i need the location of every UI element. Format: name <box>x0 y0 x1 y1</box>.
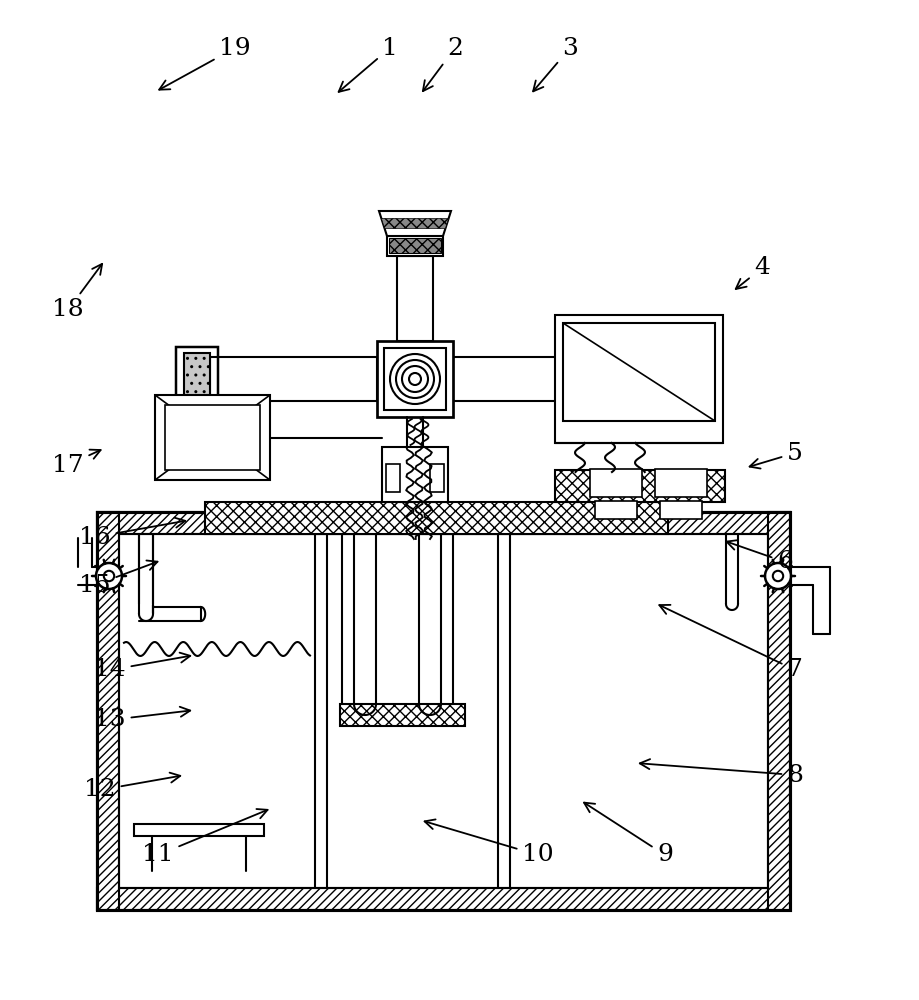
Text: 13: 13 <box>94 707 190 731</box>
Bar <box>96 512 789 534</box>
Bar <box>96 512 789 910</box>
Bar <box>562 323 714 421</box>
Text: 10: 10 <box>425 819 553 866</box>
Bar <box>554 315 722 443</box>
Text: 8: 8 <box>639 759 802 786</box>
Bar <box>176 347 218 411</box>
Bar <box>429 464 444 492</box>
Bar <box>210 357 377 401</box>
Text: 2: 2 <box>423 37 462 91</box>
Bar <box>389 238 440 253</box>
Bar <box>205 502 667 534</box>
Bar <box>154 395 269 480</box>
Text: 4: 4 <box>735 256 769 289</box>
Circle shape <box>104 571 114 581</box>
Text: 9: 9 <box>584 803 672 866</box>
Bar <box>595 501 636 519</box>
Circle shape <box>409 373 421 385</box>
Circle shape <box>765 563 790 589</box>
Text: 16: 16 <box>79 518 185 548</box>
Bar <box>554 470 724 502</box>
Circle shape <box>390 354 439 404</box>
Bar <box>387 236 443 256</box>
Text: 1: 1 <box>338 37 397 92</box>
Bar <box>397 256 433 341</box>
Bar <box>654 469 706 497</box>
Bar <box>134 824 264 836</box>
Bar <box>165 405 260 470</box>
Text: 12: 12 <box>85 773 180 801</box>
Circle shape <box>96 563 122 589</box>
Text: 7: 7 <box>659 605 802 682</box>
Bar <box>184 353 210 405</box>
Bar <box>377 341 452 417</box>
Text: 5: 5 <box>749 442 802 469</box>
Text: 3: 3 <box>532 37 577 91</box>
Bar <box>119 534 767 888</box>
Polygon shape <box>379 211 450 236</box>
Circle shape <box>395 360 434 398</box>
Bar <box>767 512 789 910</box>
Bar <box>386 464 400 492</box>
Bar <box>96 512 119 910</box>
Bar <box>383 348 446 410</box>
Text: 18: 18 <box>52 264 102 322</box>
Bar <box>589 469 641 497</box>
Text: 11: 11 <box>142 809 267 866</box>
Polygon shape <box>381 219 448 229</box>
Bar <box>628 353 653 405</box>
Text: 17: 17 <box>52 450 100 477</box>
Text: 19: 19 <box>159 37 251 90</box>
Circle shape <box>772 571 782 581</box>
Bar <box>340 704 464 726</box>
Text: 14: 14 <box>94 653 190 682</box>
Bar <box>96 888 789 910</box>
Text: 15: 15 <box>79 560 157 596</box>
Bar <box>452 357 628 401</box>
Bar <box>623 347 662 411</box>
Bar <box>659 501 701 519</box>
Bar <box>381 447 448 502</box>
Circle shape <box>402 366 427 392</box>
Text: 6: 6 <box>726 540 792 574</box>
